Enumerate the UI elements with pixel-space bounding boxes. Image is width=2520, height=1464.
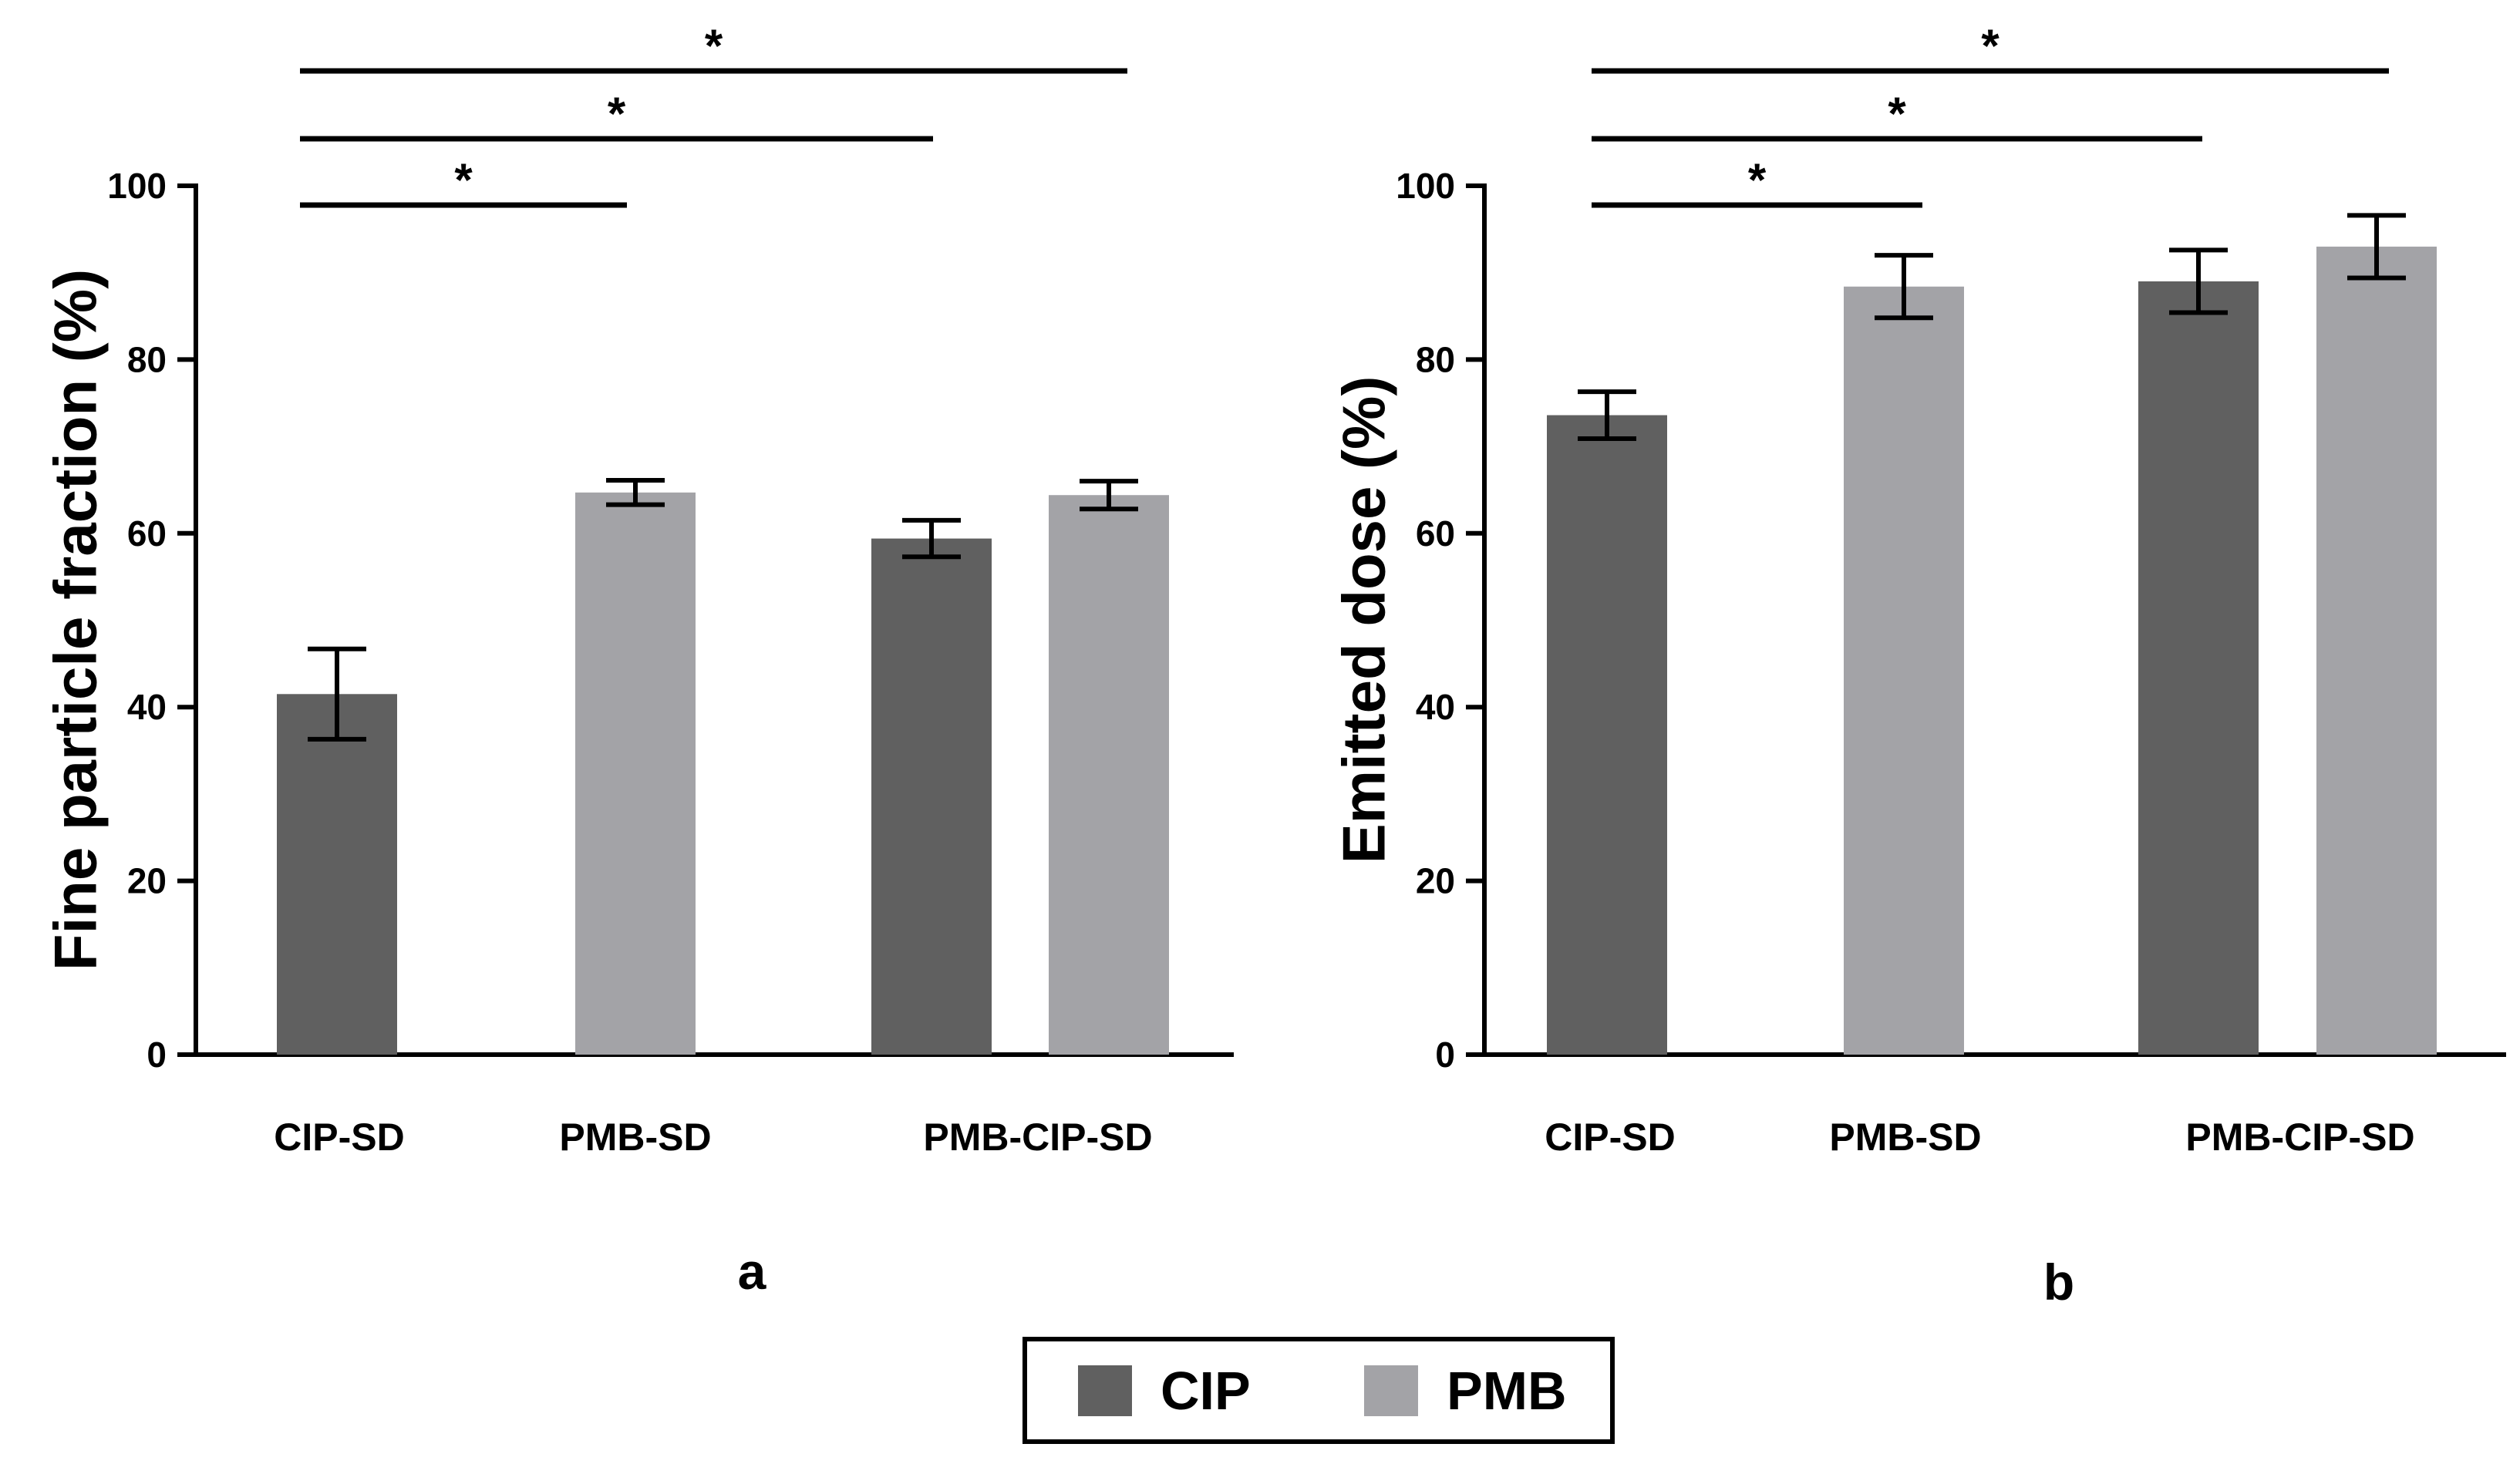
panel-b-y-tick-label: 100 bbox=[1396, 166, 1455, 206]
panel-a-bar-pmb-sd-pmb bbox=[575, 492, 696, 1055]
legend-label-cip: CIP bbox=[1161, 1361, 1251, 1421]
panel-b-bar-pmb-cip-sd-cip bbox=[2138, 281, 2259, 1055]
panel-b-y-tick-label: 20 bbox=[1416, 861, 1455, 901]
panel-b-emitted-dose-chart: Emitted dose (%) 0 20 40 60 80 100 CIP-SD PMB-SD… bbox=[1330, 20, 2506, 1311]
panel-a-y-tick-label: 0 bbox=[147, 1035, 167, 1075]
panel-a-y-tick-label: 40 bbox=[127, 687, 167, 727]
panel-b-significance-star: * bbox=[1888, 88, 1906, 140]
panel-a-x-category-label: PMB-CIP-SD bbox=[923, 1116, 1152, 1159]
panel-b-y-tick-label: 40 bbox=[1416, 687, 1455, 727]
panel-b-significance-star: * bbox=[1981, 20, 1999, 72]
panel-b-y-tick-label: 80 bbox=[1416, 339, 1455, 379]
panel-a-x-category-label: CIP-SD bbox=[274, 1116, 404, 1159]
panel-a-y-tick-label: 100 bbox=[107, 166, 167, 206]
panel-b-significance-star: * bbox=[1748, 154, 1767, 206]
panel-b-label: b bbox=[2043, 1254, 2074, 1311]
panel-a-bar-cip-sd-cip bbox=[277, 694, 397, 1055]
legend-label-pmb: PMB bbox=[1447, 1361, 1567, 1421]
panel-a-significance-star: * bbox=[705, 20, 723, 72]
panel-a-y-tick-label: 20 bbox=[127, 861, 167, 901]
panel-a-fine-particle-fraction-chart: Fine particle fraction (%) 0 20 40 60 80 100 CI… bbox=[42, 20, 1234, 1300]
panel-b-bar-pmb-cip-sd-pmb bbox=[2316, 246, 2437, 1055]
panel-b-y-axis-label: Emitted dose (%) bbox=[1330, 376, 1398, 864]
panel-a-y-axis-label: Fine particle fraction (%) bbox=[42, 269, 109, 971]
panel-a-label: a bbox=[738, 1243, 767, 1300]
panel-a-bar-pmb-cip-sd-pmb bbox=[1049, 495, 1169, 1055]
legend-swatch-cip bbox=[1078, 1365, 1132, 1416]
panel-b-y-tick-label: 0 bbox=[1435, 1035, 1455, 1075]
panel-a-y-tick-label: 80 bbox=[127, 339, 167, 379]
panel-b-x-category-label: PMB-SD bbox=[1829, 1116, 1981, 1159]
panel-a-bar-pmb-cip-sd-cip bbox=[871, 538, 992, 1055]
panel-a-significance-star: * bbox=[608, 88, 626, 140]
panel-b-x-category-label: CIP-SD bbox=[1545, 1116, 1675, 1159]
panel-a-x-category-label: PMB-SD bbox=[559, 1116, 711, 1159]
panel-a-y-tick-label: 60 bbox=[127, 513, 167, 554]
legend: CIP PMB bbox=[1022, 1337, 1615, 1444]
panel-b-y-tick-label: 60 bbox=[1416, 513, 1455, 554]
panel-a-significance-star: * bbox=[454, 154, 473, 206]
panel-b-x-category-label: PMB-CIP-SD bbox=[2185, 1116, 2414, 1159]
panel-b-bar-cip-sd-cip bbox=[1547, 415, 1667, 1055]
legend-swatch-pmb bbox=[1364, 1365, 1418, 1416]
panel-b-bar-pmb-sd-pmb bbox=[1844, 286, 1964, 1055]
